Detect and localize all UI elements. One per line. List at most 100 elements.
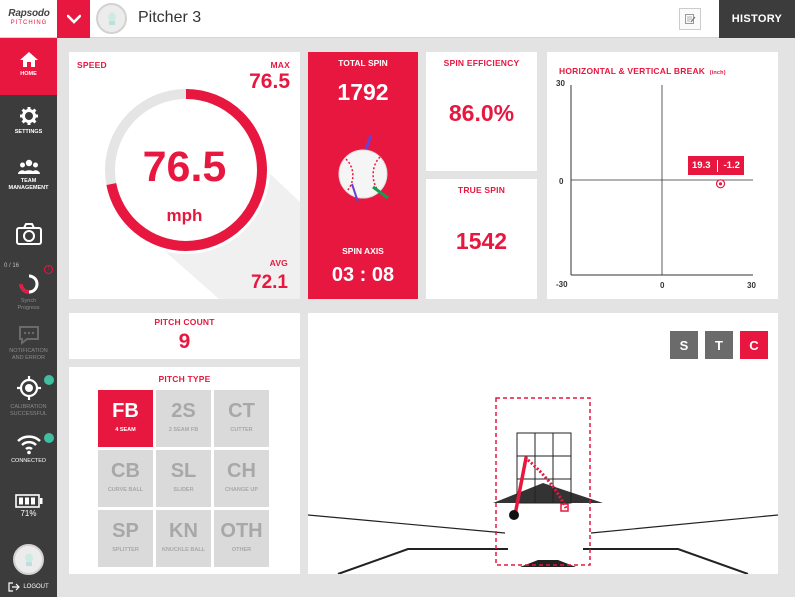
pitch-type-name: OTHER xyxy=(231,547,252,553)
y-axis-mid-label: 0 xyxy=(559,177,564,186)
gear-icon xyxy=(19,107,38,125)
break-h-value: 19.3 xyxy=(692,160,711,171)
sidebar-item-home[interactable]: HOME xyxy=(0,38,57,95)
speed-max-label: MAX xyxy=(270,60,290,70)
notes-button[interactable] xyxy=(679,8,701,30)
true-spin-label: TRUE SPIN xyxy=(457,185,506,195)
sidebar: HOME SETTINGS TEAM MANAGEMENT 0 / 16 ! S… xyxy=(0,38,57,597)
pitch-type-name: 4 SEAM xyxy=(115,427,136,433)
field-view-panel xyxy=(308,313,778,574)
logout-icon xyxy=(8,582,21,592)
pitcher-name: Pitcher 3 xyxy=(138,9,202,26)
speed-gauge xyxy=(102,86,300,299)
speed-max-value: 76.5 xyxy=(249,70,290,93)
pitch-type-name: CUTTER xyxy=(230,427,253,433)
user-avatar-icon xyxy=(24,553,33,566)
sidebar-item-label: TEAM xyxy=(20,178,37,184)
player-avatar-icon xyxy=(107,12,116,25)
top-bar xyxy=(0,0,795,38)
pitch-window xyxy=(495,397,591,566)
sidebar-item-label: SETTINGS xyxy=(14,129,43,135)
pitch-type-code: CB xyxy=(111,460,140,482)
pitch-type-fb[interactable]: FB 4 SEAM xyxy=(98,390,153,447)
home-icon xyxy=(19,52,38,67)
spin-efficiency-panel: SPIN EFFICIENCY 86.0% xyxy=(426,52,537,171)
sidebar-item-label: AND ERROR xyxy=(11,354,45,361)
wifi-icon xyxy=(16,435,41,455)
pitch-type-kn[interactable]: KN KNUCKLE BALL xyxy=(156,510,211,567)
logout-button[interactable]: LOGOUT xyxy=(0,580,57,594)
y-axis-bottom-label: -30 xyxy=(556,280,568,289)
break-chart-header: HORIZONTAL & VERTICAL BREAK (inch) xyxy=(559,61,726,79)
batter-box-right xyxy=(583,548,749,574)
spin-axis-label: SPIN AXIS xyxy=(342,246,384,256)
break-v-value: -1.2 xyxy=(723,160,740,171)
pitch-type-name: 2 SEAM FB xyxy=(168,427,199,433)
history-button[interactable]: HISTORY xyxy=(719,0,795,38)
notes-icon xyxy=(685,14,696,24)
total-spin-panel: TOTAL SPIN 1792 SPIN AXIS 03 : 08 xyxy=(308,52,418,299)
pitch-type-ct[interactable]: CT CUTTER xyxy=(214,390,269,447)
pitch-type-name: KNUCKLE BALL xyxy=(161,547,206,553)
pitch-type-cb[interactable]: CB CURVE BALL xyxy=(98,450,153,507)
sidebar-item-camera[interactable] xyxy=(0,222,57,252)
pitch-type-code: SP xyxy=(112,520,139,542)
camera-icon xyxy=(15,223,42,245)
sidebar-item-connection[interactable]: CONNECTED xyxy=(0,433,57,475)
break-chart-title: HORIZONTAL & VERTICAL BREAK xyxy=(559,66,706,76)
view-button-t[interactable]: T xyxy=(705,331,733,359)
strike-zone xyxy=(516,432,572,504)
team-icon xyxy=(17,159,40,174)
pitch-type-2s[interactable]: 2S 2 SEAM FB xyxy=(156,390,211,447)
sidebar-item-calibration[interactable]: CALIBRATION SUCCESSFUL xyxy=(0,375,57,425)
sync-count: 0 / 16 xyxy=(4,263,20,269)
break-chart-panel: HORIZONTAL & VERTICAL BREAK (inch) 30 0 … xyxy=(547,52,778,299)
field-scene xyxy=(308,397,778,574)
spin-efficiency-value: 86.0% xyxy=(448,100,515,126)
sync-icon xyxy=(19,274,38,294)
menu-dropdown-button[interactable] xyxy=(57,0,90,38)
x-axis-right-label: 30 xyxy=(747,281,756,290)
foul-line-left xyxy=(308,514,506,534)
sync-alert-badge: ! xyxy=(44,265,53,274)
sidebar-item-team-management[interactable]: TEAM MANAGEMENT xyxy=(0,159,57,203)
speed-value: 76.5 xyxy=(142,143,227,191)
pitch-count-label: PITCH COUNT xyxy=(154,317,215,327)
user-avatar[interactable] xyxy=(13,544,44,575)
ball-release-point xyxy=(509,510,519,520)
battery-icon xyxy=(14,494,42,508)
true-spin-panel: TRUE SPIN 1542 xyxy=(426,179,537,299)
pitch-type-sl[interactable]: SL SLIDER xyxy=(156,450,211,507)
sidebar-item-sync[interactable]: 0 / 16 ! Synch Progress xyxy=(0,261,57,311)
speed-gauge-arc xyxy=(105,89,267,251)
pitch-type-ch[interactable]: CH CHANGE UP xyxy=(214,450,269,507)
chat-bubble-icon xyxy=(18,326,39,345)
pitch-count-panel: PITCH COUNT 9 xyxy=(69,313,300,359)
view-button-c[interactable]: C xyxy=(740,331,768,359)
spin-efficiency-label: SPIN EFFICIENCY xyxy=(443,58,520,68)
x-axis-mid-label: 0 xyxy=(660,281,665,290)
speed-avg-value: 72.1 xyxy=(251,272,288,293)
pitch-type-code: CT xyxy=(228,400,255,422)
pitch-type-oth[interactable]: OTH OTHER xyxy=(214,510,269,567)
sidebar-item-label: MANAGEMENT xyxy=(8,184,49,191)
break-value-tag: 19.3 -1.2 xyxy=(688,156,744,175)
batter-box-left xyxy=(337,548,508,574)
logo-wordmark: Rapsodo xyxy=(8,8,50,19)
pitch-type-name: CHANGE UP xyxy=(224,487,258,493)
pitch-type-code: SL xyxy=(170,460,197,482)
check-badge-icon xyxy=(44,433,54,443)
plate-crossing-marker xyxy=(560,503,569,512)
sidebar-item-settings[interactable]: SETTINGS xyxy=(0,106,57,146)
sidebar-item-notification[interactable]: NOTIFICATION AND ERROR xyxy=(0,325,57,365)
spin-axis-value: 03 : 08 xyxy=(331,264,395,286)
pitcher-avatar[interactable] xyxy=(96,3,127,34)
pitch-type-code: CH xyxy=(227,460,256,482)
break-data-point xyxy=(715,179,726,189)
pitch-type-sp[interactable]: SP SPLITTER xyxy=(98,510,153,567)
release-trajectory xyxy=(513,456,528,517)
view-button-s[interactable]: S xyxy=(670,331,698,359)
speed-unit: mph xyxy=(166,206,203,225)
break-chart-unit: (inch) xyxy=(709,70,726,76)
foul-line-right xyxy=(590,514,778,534)
